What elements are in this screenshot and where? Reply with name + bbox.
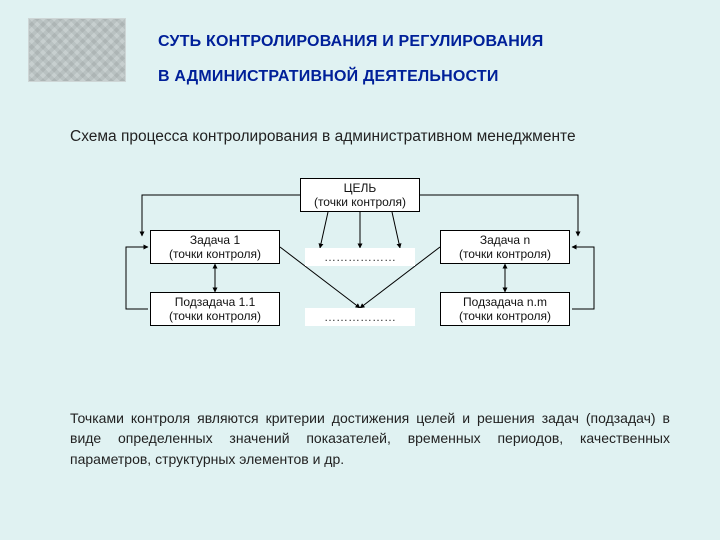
title-line-2: В АДМИНИСТРАТИВНОЙ ДЕЯТЕЛЬНОСТИ	[158, 68, 499, 85]
explanation-text: Точками контроля являются критерии дости…	[70, 408, 670, 469]
title-line-1: СУТЬ КОНТРОЛИРОВАНИЯ И РЕГУЛИРОВАНИЯ	[158, 33, 543, 50]
flowchart-edge	[572, 247, 594, 309]
flowchart-ellipsis: ………………	[305, 248, 415, 266]
slide-page: СУТЬ КОНТРОЛИРОВАНИЯ И РЕГУЛИРОВАНИЯ В А…	[0, 0, 720, 540]
flowchart-node-task1: Задача 1(точки контроля)	[150, 230, 280, 264]
flowchart-edge	[126, 247, 148, 309]
flowchart-ellipsis: ………………	[305, 308, 415, 326]
flowchart-edge	[320, 212, 328, 248]
diagram-caption: Схема процесса контролирования в админис…	[70, 128, 690, 146]
flowchart: ЦЕЛЬ(точки контроля) Задача 1(точки контр…	[110, 168, 610, 388]
page-title: СУТЬ КОНТРОЛИРОВАНИЯ И РЕГУЛИРОВАНИЯ В А…	[158, 24, 690, 94]
flowchart-node-goal: ЦЕЛЬ(точки контроля)	[300, 178, 420, 212]
flowchart-edge	[392, 212, 400, 248]
flowchart-node-subnm: Подзадача n.m(точки контроля)	[440, 292, 570, 326]
flowchart-node-sub11: Подзадача 1.1(точки контроля)	[150, 292, 280, 326]
flowchart-node-taskn: Задача n(точки контроля)	[440, 230, 570, 264]
decorative-ornament	[28, 18, 126, 82]
